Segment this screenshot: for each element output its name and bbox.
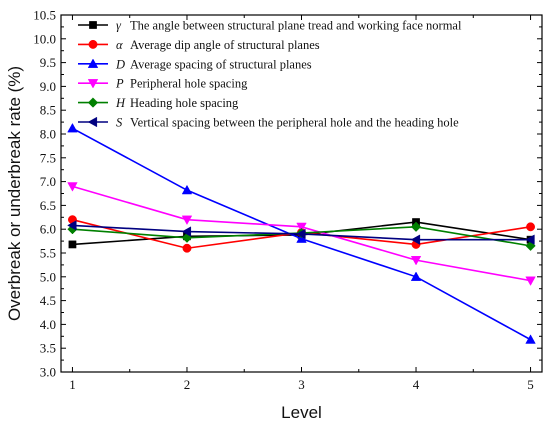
data-point-2-0: [67, 122, 78, 133]
y-tick-label: 10.5: [33, 8, 56, 23]
data-point-1-4: [526, 222, 535, 232]
y-tick-label: 10.0: [33, 31, 56, 46]
data-point-5-3: [410, 234, 421, 245]
data-point-5-1: [181, 226, 192, 237]
plot-area: 3.0 3.5 4.0 4.5 5.0 5.5 6.0 6.5 7.0 7.5 8.0 8.5 9.0 9…: [33, 8, 543, 392]
y-tick-label: 6.5: [40, 198, 56, 213]
y-tick-label: 8.0: [40, 127, 56, 142]
y-tick-label: 7.5: [40, 150, 56, 165]
data-point-4-3: [410, 221, 422, 232]
legend-marker-5: [87, 116, 98, 128]
legend-symbol-1: α: [116, 38, 123, 52]
legend-label-5: Vertical spacing between the peripheral …: [130, 116, 459, 130]
y-tick-label: 6.0: [40, 222, 56, 237]
y-tick-label: 5.0: [40, 269, 56, 284]
x-tick-label: 2: [184, 377, 191, 392]
legend-symbol-2: D: [115, 57, 125, 71]
data-point-0-0: [68, 240, 77, 249]
data-point-3-4: [525, 276, 536, 286]
data-point-3-3: [410, 256, 422, 266]
legend-symbol-3: P: [115, 77, 124, 91]
y-tick-label: 8.5: [40, 103, 56, 118]
data-point-2-1: [181, 184, 193, 195]
data-point-2-4: [525, 334, 536, 344]
x-tick-label: 5: [527, 377, 534, 392]
data-point-3-1: [181, 215, 193, 225]
data-point-2-3: [410, 271, 422, 281]
x-axis-title: Level: [281, 403, 322, 422]
data-point-1-1: [182, 243, 192, 253]
legend-label-4: Heading hole spacing: [130, 96, 239, 110]
legend-marker-0: [89, 21, 97, 29]
y-tick-label: 3.5: [40, 341, 56, 356]
y-tick-label: 7.0: [40, 174, 56, 189]
legend-label-1: Average dip angle of structural planes: [130, 38, 320, 52]
data-point-3-0: [67, 182, 78, 192]
legend-label-3: Peripheral hole spacing: [130, 77, 248, 91]
data-point-5-0: [67, 220, 77, 231]
data-point-5-4: [525, 234, 535, 245]
y-tick-label: 9.5: [40, 55, 56, 70]
y-tick-label: 4.0: [40, 317, 56, 332]
legend-marker-1: [88, 39, 98, 49]
x-tick-label: 1: [69, 377, 76, 392]
y-tick-label: 4.5: [40, 293, 56, 308]
legend-symbol-5: S: [116, 116, 123, 130]
legend-label-0: The angle between structural plane tread…: [130, 19, 462, 33]
y-tick-label: 5.5: [40, 246, 56, 261]
y-axis-title: Overbreak or underbreak rate (%): [5, 66, 24, 321]
y-tick-label: 9.0: [40, 79, 56, 94]
y-tick-label: 3.0: [40, 365, 56, 380]
x-tick-label: 4: [413, 377, 420, 392]
legend-symbol-4: H: [115, 96, 126, 110]
legend-marker-3: [87, 79, 99, 89]
legend-label-2: Average spacing of structural planes: [130, 57, 312, 71]
legend-marker-4: [87, 97, 99, 108]
x-tick-label: 3: [298, 377, 305, 392]
legend-marker-2: [87, 58, 99, 68]
data-point-5-2: [296, 228, 306, 240]
data-point-3-2: [296, 222, 307, 233]
legend-symbol-0: γ: [116, 19, 122, 33]
